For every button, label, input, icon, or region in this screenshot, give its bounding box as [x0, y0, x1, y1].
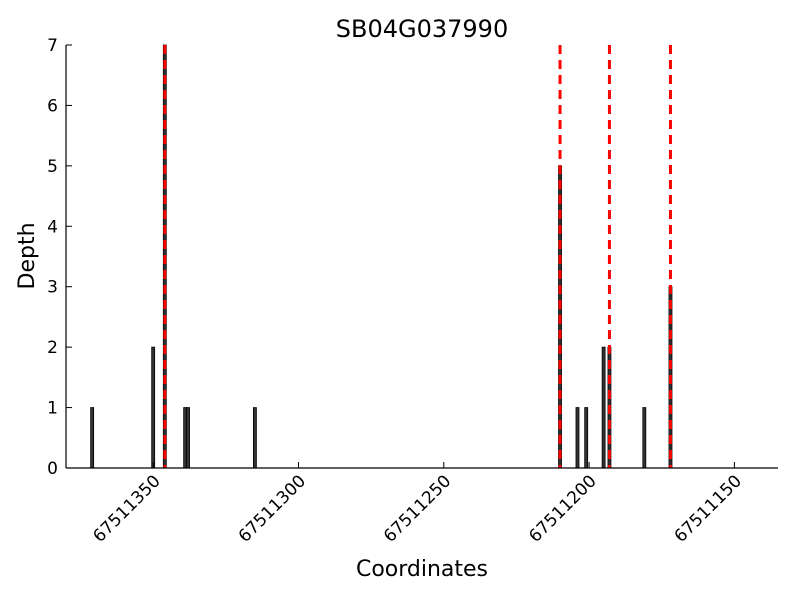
y-axis-title: Depth — [15, 222, 40, 289]
chart-title: SB04G037990 — [336, 15, 508, 43]
y-tick-label-4: 4 — [47, 217, 58, 237]
y-tick-label-7: 7 — [47, 36, 58, 56]
y-tick-label-2: 2 — [47, 338, 58, 358]
plot-area: 0 1 2 3 4 5 6 7 67511350 67511300 67511250 67511200… — [47, 36, 778, 547]
bar-7 — [575, 407, 580, 469]
bar-11 — [642, 407, 647, 469]
bar-4 — [252, 407, 257, 469]
y-tick-label-0: 0 — [47, 459, 58, 479]
x-tick-label-1: 67511300 — [235, 471, 310, 546]
y-tick-label-1: 1 — [47, 399, 58, 419]
x-tick-label-2: 67511250 — [380, 471, 455, 546]
bar-1 — [151, 346, 156, 469]
bar-8 — [584, 407, 589, 469]
y-tick-label-3: 3 — [47, 278, 58, 298]
y-tick-label-6: 6 — [47, 96, 58, 116]
bar-9 — [601, 346, 606, 469]
x-tick-label-4: 67511150 — [671, 471, 746, 546]
bar-3 — [186, 407, 190, 469]
y-tick-label-5: 5 — [47, 157, 58, 177]
bar-0 — [90, 407, 95, 469]
x-tick-label-0: 67511350 — [89, 471, 164, 546]
x-axis-title: Coordinates — [356, 557, 488, 582]
x-tick-label-3: 67511200 — [525, 471, 600, 546]
